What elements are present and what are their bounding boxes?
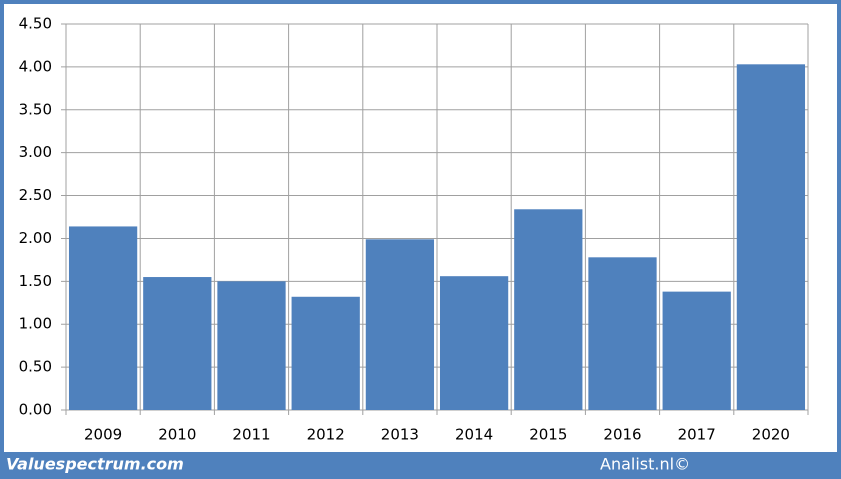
y-tick-label: 1.00 (19, 315, 52, 333)
x-tick-label: 2015 (529, 426, 567, 444)
x-tick-label: 2014 (455, 426, 493, 444)
y-tick-label: 2.00 (19, 229, 52, 247)
bar (68, 226, 138, 410)
x-tick-label: 2010 (158, 426, 196, 444)
footer-right: Analist.nl© (600, 455, 690, 474)
bar (217, 281, 286, 410)
y-tick-label: 1.50 (19, 272, 52, 290)
x-tick-label: 2009 (84, 426, 122, 444)
y-tick-label: 3.00 (19, 143, 52, 161)
bar (291, 296, 360, 410)
x-tick-label: 2013 (381, 426, 419, 444)
bar (143, 277, 212, 410)
bar (736, 64, 806, 410)
y-tick-label: 0.50 (19, 358, 52, 376)
x-tick-label: 2011 (232, 426, 270, 444)
bar (365, 239, 435, 410)
footer-left: Valuespectrum.com (6, 455, 184, 474)
y-tick-label: 4.50 (19, 15, 52, 33)
y-tick-label: 2.50 (19, 186, 52, 204)
bar (439, 276, 509, 410)
x-tick-label: 2020 (752, 426, 790, 444)
x-tick-label: 2017 (678, 426, 716, 444)
x-tick-label: 2012 (307, 426, 345, 444)
y-tick-label: 4.00 (19, 57, 52, 75)
bar (588, 257, 657, 410)
bar (662, 291, 731, 410)
x-tick-label: 2016 (603, 426, 641, 444)
bar (514, 209, 583, 410)
y-tick-label: 3.50 (19, 100, 52, 118)
y-tick-label: 0.00 (19, 401, 52, 419)
